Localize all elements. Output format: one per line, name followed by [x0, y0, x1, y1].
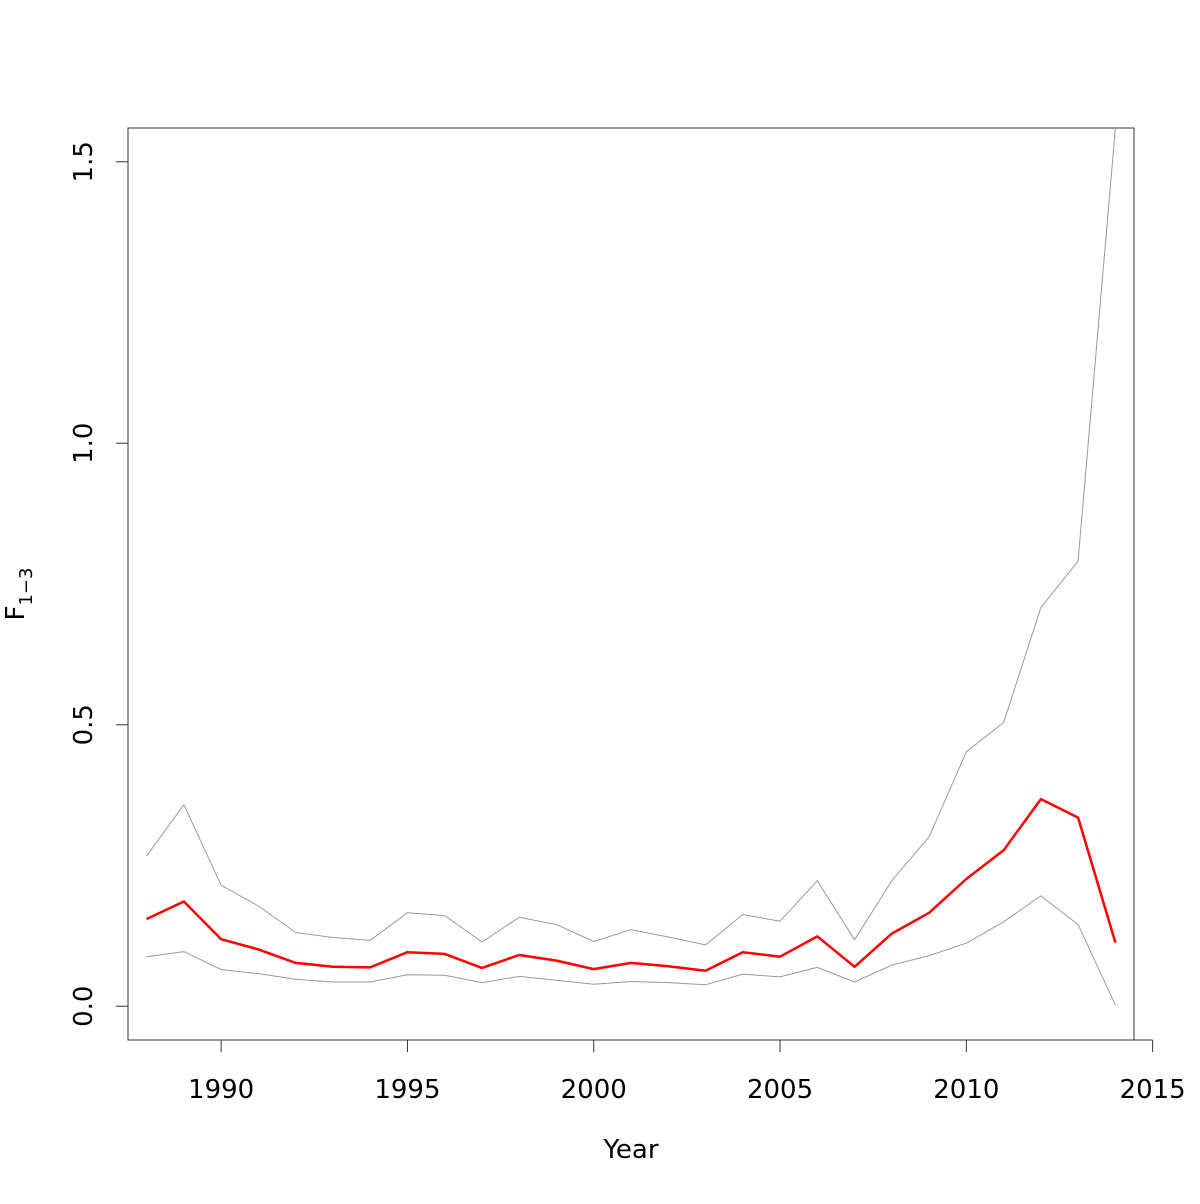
x-tick-label: 1995: [374, 1075, 440, 1105]
series-line-3: [146, 895, 1116, 1006]
series-line-1: [146, 127, 1116, 946]
x-tick-label: 1990: [188, 1075, 254, 1105]
x-tick-label: 2015: [1120, 1075, 1186, 1105]
x-axis-title: Year: [602, 1135, 658, 1165]
y-axis-title-subscript: 1−3: [16, 568, 37, 606]
y-tick-label: 0.0: [69, 986, 99, 1027]
series-group: [146, 127, 1117, 1006]
x-tick-label: 2010: [933, 1075, 999, 1105]
plot-frame: [127, 127, 1135, 1041]
y-axis-title-main: F: [1, 606, 31, 621]
y-axis: 0.0 0.5 1.0 1.5: [69, 141, 129, 1027]
y-tick-label: 1.0: [69, 423, 99, 464]
y-tick-label: 0.5: [69, 704, 99, 745]
y-tick-label: 1.5: [69, 141, 99, 182]
x-tick-label: 2000: [561, 1075, 627, 1105]
x-tick-label: 2005: [747, 1075, 813, 1105]
series-line-2: [146, 797, 1117, 973]
y-axis-title: F1−3: [1, 568, 37, 621]
x-axis: 1990 1995 2000 2005 2010 2015: [188, 1039, 1186, 1105]
